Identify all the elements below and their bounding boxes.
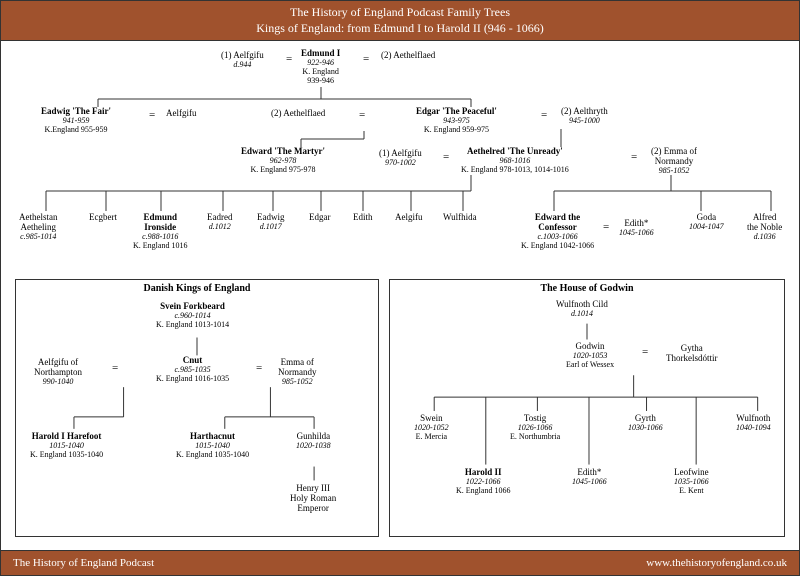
person-svein: Svein Forkbeard c.960-1014 K. England 10…: [156, 302, 229, 329]
person-aelthryth: (2) Aelthryth 945-1000: [561, 107, 608, 126]
person-eadwig-fair: Eadwig 'The Fair' 941-959 K.England 955-…: [41, 107, 111, 134]
person-aelfgifu-northampton: Aelfgifu ofNorthampton 990-1040: [34, 358, 82, 387]
person-aelfgifu-3: (1) Aelfgifu 970-1002: [379, 149, 422, 168]
person-gytha: GythaThorkelsdóttir: [666, 344, 718, 364]
person-wulfnoth-2: Wulfnoth 1040-1094: [736, 414, 771, 433]
person-leofwine: Leofwine 1035-1066 E. Kent: [674, 468, 709, 495]
person-ecgbert: Ecgbert: [89, 213, 117, 223]
person-godwin: Godwin 1020-1053 Earl of Wessex: [566, 342, 614, 369]
marriage-eq: =: [541, 109, 547, 121]
person-edith-star: Edith* 1045-1066: [619, 219, 654, 238]
person-gyrth: Gyrth 1030-1066: [628, 414, 663, 433]
person-alfred-noble: Alfredthe Noble d.1036: [747, 213, 782, 242]
person-edmund-i: Edmund I 922-946 K. England939-946: [301, 49, 340, 85]
person-goda: Goda 1004-1047: [689, 213, 724, 232]
marriage-eq: =: [603, 221, 609, 233]
person-henry-iii: Henry IIIHoly RomanEmperor: [290, 484, 336, 514]
panel-danish-title: Danish Kings of England: [16, 280, 378, 297]
person-aelfgifu-2: Aelfgifu: [166, 109, 197, 119]
person-eadred: Eadred d.1012: [207, 213, 232, 232]
person-wulfhida: Wulfhida: [443, 213, 477, 223]
person-aethelflaed-2a: (2) Aethelflaed: [381, 51, 435, 61]
marriage-eq: =: [642, 346, 648, 358]
person-wulfnoth-cild: Wulfnoth Cild d.1014: [556, 300, 608, 319]
person-edith-1: Edith: [353, 213, 373, 223]
person-edward-martyr: Edward 'The Martyr' 962-978 K. England 9…: [241, 147, 325, 174]
person-harthacnut: Harthacnut 1015-1040 K. England 1035-104…: [176, 432, 249, 459]
person-edmund-ironside: EdmundIronside c.988-1016 K. England 101…: [133, 213, 187, 250]
person-emma-normandy-1: (2) Emma ofNormandy 985-1052: [651, 147, 697, 176]
person-edgar-peaceful: Edgar 'The Peaceful' 943-975 K. England …: [416, 107, 497, 134]
marriage-eq: =: [363, 53, 369, 65]
marriage-eq: =: [443, 151, 449, 163]
person-swein: Swein 1020-1052 E. Mercia: [414, 414, 449, 441]
footer-right: www.thehistoryofengland.co.uk: [646, 557, 787, 569]
person-tostig: Tostig 1026-1066 E. Northumbria: [510, 414, 560, 441]
family-tree-main: (1) Aelfgifu d.944 = Edmund I 922-946 K.…: [0, 41, 800, 551]
person-emma-normandy-2: Emma ofNormandy 985-1052: [278, 358, 317, 387]
marriage-eq: =: [256, 362, 262, 374]
header-line2: Kings of England: from Edmund I to Harol…: [11, 21, 789, 37]
person-gunhilda: Gunhilda 1020-1038: [296, 432, 331, 451]
person-edith-star-2: Edith* 1045-1066: [572, 468, 607, 487]
panel-godwin-title: The House of Godwin: [390, 280, 784, 297]
person-cnut: Cnut c.985-1035 K. England 1016-1035: [156, 356, 229, 383]
footer-left: The History of England Podcast: [13, 557, 154, 569]
marriage-eq: =: [359, 109, 365, 121]
person-edgar-2: Edgar: [309, 213, 331, 223]
person-aelgifu-4: Aelgifu: [395, 213, 423, 223]
header-line1: The History of England Podcast Family Tr…: [11, 5, 789, 21]
person-aethelstan-aetheling: AethelstanAetheling c.985-1014: [19, 213, 58, 242]
marriage-eq: =: [631, 151, 637, 163]
person-edward-confessor: Edward theConfessor c.1003-1066 K. Engla…: [521, 213, 594, 250]
header-banner: The History of England Podcast Family Tr…: [0, 0, 800, 41]
person-aelfgifu-1: (1) Aelfgifu d.944: [221, 51, 264, 70]
marriage-eq: =: [149, 109, 155, 121]
person-aethelflaed-2b: (2) Aethelflaed: [271, 109, 325, 119]
marriage-eq: =: [112, 362, 118, 374]
person-harold-1: Harold I Harefoot 1015-1040 K. England 1…: [30, 432, 103, 459]
footer-banner: The History of England Podcast www.thehi…: [0, 550, 800, 576]
person-aethelred: Aethelred 'The Unready' 968-1016 K. Engl…: [461, 147, 569, 174]
person-eadwig-2: Eadwig d.1017: [257, 213, 285, 232]
panel-godwin: The House of Godwin Wulfnoth Cild d.1014…: [389, 279, 785, 537]
marriage-eq: =: [286, 53, 292, 65]
person-harold-ii: Harold II 1022-1066 K. England 1066: [456, 468, 510, 495]
panel-danish-kings: Danish Kings of England Svein Forkbeard …: [15, 279, 379, 537]
